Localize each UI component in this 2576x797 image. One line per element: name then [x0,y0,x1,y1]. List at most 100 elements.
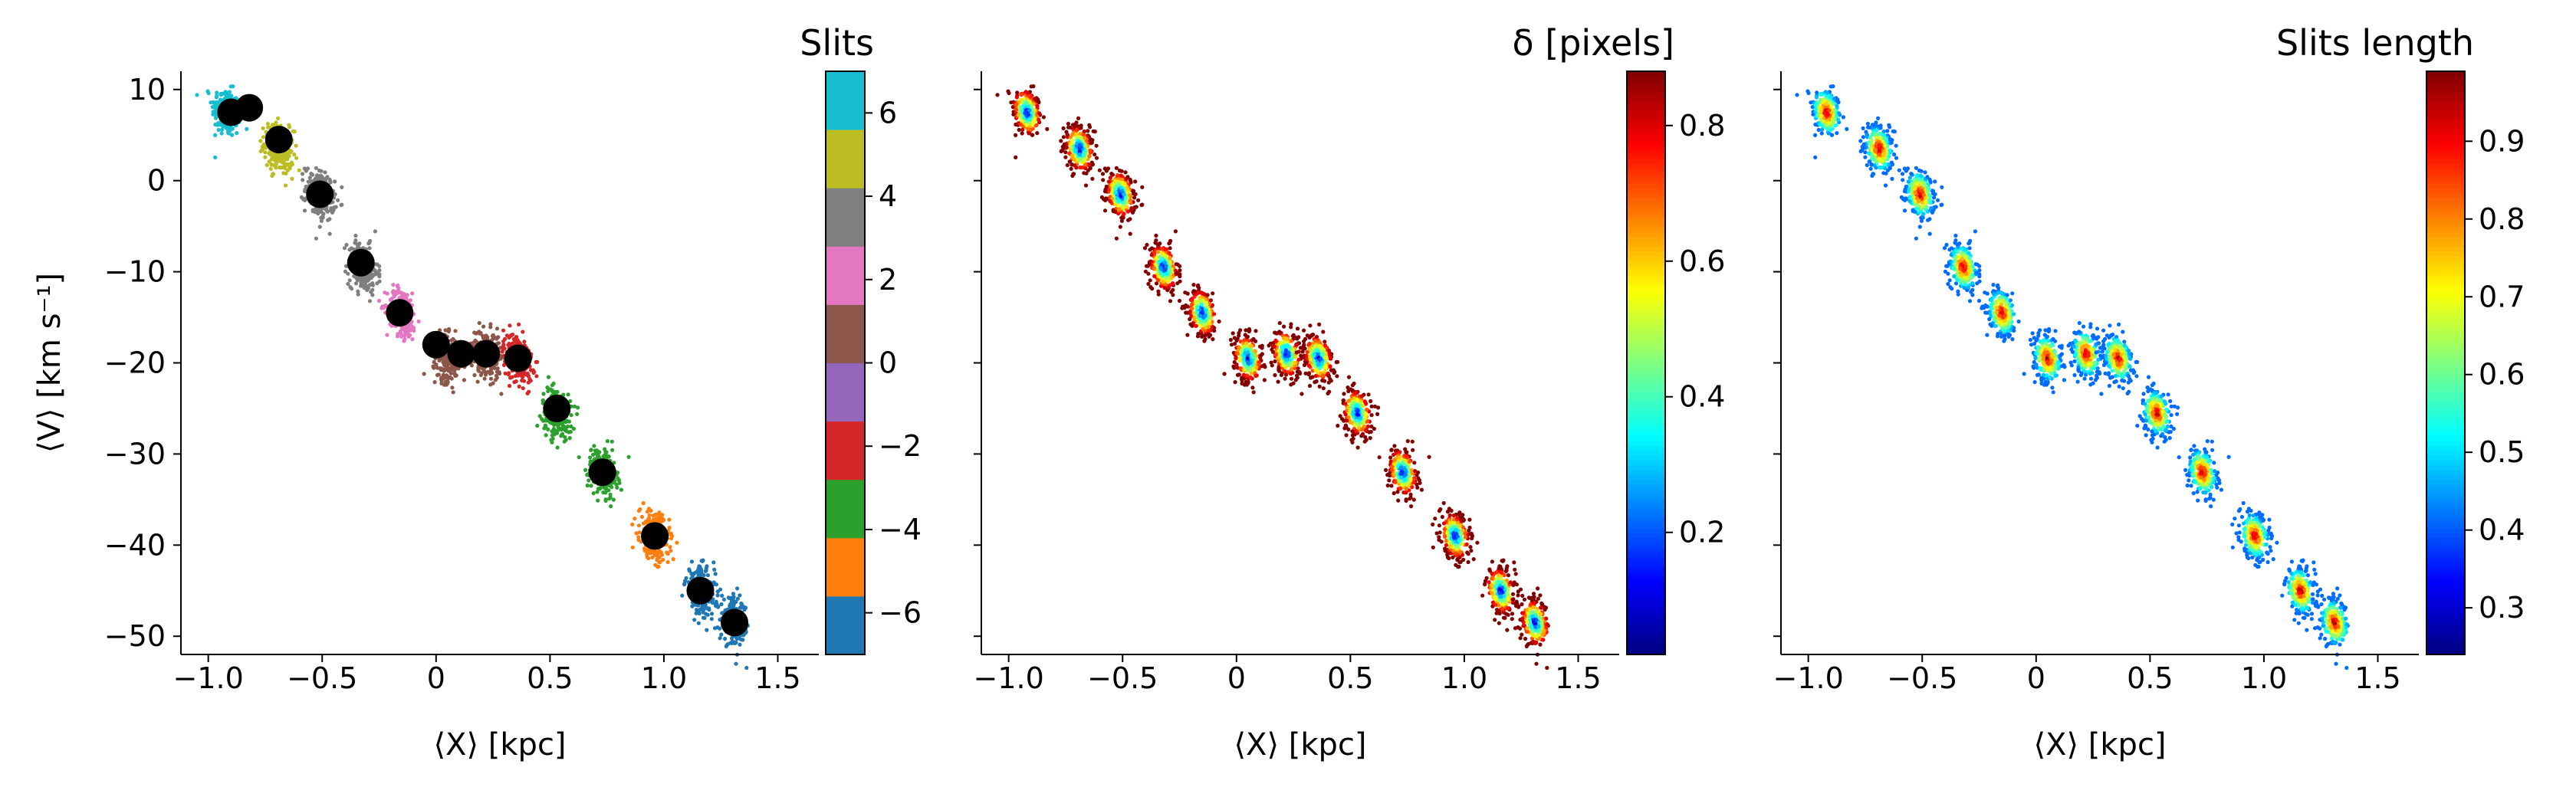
data-point [1211,291,1215,296]
x-tick-label: 0 [427,661,445,695]
data-point [488,376,494,381]
slit-center-marker [386,299,414,327]
x-tick-label: −1.0 [173,661,244,695]
data-point [1030,133,1035,137]
data-point [1106,179,1111,184]
data-point [1290,362,1294,366]
data-point [1140,185,1145,189]
data-point [1108,175,1112,180]
data-point [396,283,400,287]
data-point [373,229,377,234]
data-point [1023,111,1027,116]
data-point [278,166,283,170]
data-point [489,367,494,372]
data-point [636,537,641,543]
y-tick-label: −30 [104,437,166,471]
data-point [434,362,439,367]
data-point [1188,317,1192,322]
colorbar-segment [826,479,865,539]
data-point [1248,375,1253,379]
data-point [1026,113,1030,117]
data-point [215,90,219,95]
data-point [651,513,656,518]
data-point [1113,190,1119,195]
data-point [343,269,347,274]
data-point [1014,122,1018,127]
data-point [1283,372,1289,377]
data-point [1028,100,1033,105]
data-point [675,540,679,545]
data-point [1233,380,1237,385]
data-point [1277,330,1282,334]
data-point [1062,143,1066,148]
data-point [330,209,335,214]
data-point [741,638,745,642]
data-point [1128,231,1132,236]
data-point [318,173,323,178]
data-point [317,207,321,212]
data-point [669,536,674,541]
data-point [1300,392,1304,396]
data-point [509,333,514,338]
data-point [451,336,455,342]
data-point [1076,116,1081,120]
data-point [1079,126,1083,130]
data-point [1194,300,1198,305]
data-point [575,412,580,417]
data-point [711,560,716,565]
data-point [550,436,555,441]
data-point [1185,310,1190,315]
data-point [1282,324,1286,329]
data-point [195,93,199,97]
data-point [542,426,547,431]
data-point [325,175,330,179]
data-point [1201,299,1205,303]
data-point [1249,371,1254,376]
data-point [1155,242,1160,247]
slit-center-marker [504,344,532,372]
colorbar-segment [826,421,865,480]
data-point [1041,115,1046,120]
data-point [705,606,710,611]
data-point [589,484,593,488]
data-point [1167,251,1171,255]
data-point [442,361,446,366]
data-point [301,178,305,182]
data-point [1132,195,1137,200]
data-point [1011,112,1016,116]
data-point [1293,378,1298,382]
data-point [284,171,288,175]
data-point [1235,372,1240,377]
data-point [658,559,662,564]
data-point [1203,333,1208,338]
data-point [1032,97,1037,101]
data-point [1092,130,1097,134]
data-point [591,452,596,458]
data-point [555,445,560,450]
colorbar-segment [826,188,865,247]
data-point [1273,330,1277,335]
data-point [225,90,229,95]
data-point [347,248,352,252]
data-point [228,127,233,132]
data-point [476,368,481,372]
data-point [366,285,370,290]
data-point [1019,106,1024,110]
data-point [1257,362,1261,367]
data-point [595,490,600,494]
data-point [300,172,305,176]
data-point [1111,208,1116,212]
data-point [1125,175,1130,179]
data-point [709,612,715,616]
data-point [310,208,315,212]
slit-center-marker [472,339,501,368]
data-point [744,665,749,671]
data-point [1075,128,1079,133]
data-point [1025,90,1030,95]
data-point [1273,339,1278,343]
data-point [667,517,672,522]
data-point [716,605,721,609]
data-point [1074,132,1079,136]
data-point [554,421,558,427]
data-point [1120,189,1125,193]
